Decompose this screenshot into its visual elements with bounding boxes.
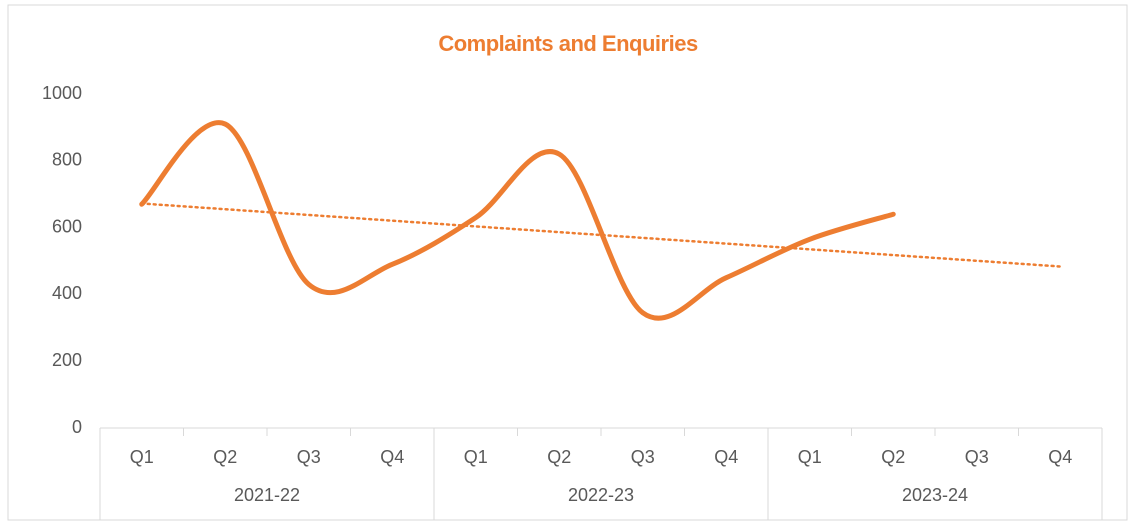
x-tick-label: Q4 <box>380 447 404 467</box>
data-line <box>139 120 896 321</box>
chart-border <box>7 4 1128 521</box>
group-label: 2022-23 <box>568 485 634 505</box>
x-tick-label: Q2 <box>213 447 237 467</box>
group-label: 2021-22 <box>234 485 300 505</box>
x-tick-label: Q1 <box>130 447 154 467</box>
x-tick-label: Q2 <box>547 447 571 467</box>
x-tick-label: Q3 <box>965 447 989 467</box>
x-tick-label: Q3 <box>631 447 655 467</box>
y-tick-label: 200 <box>52 350 82 370</box>
y-tick-label: 600 <box>52 216 82 236</box>
y-tick-label: 0 <box>72 417 82 437</box>
trendline <box>140 202 1062 268</box>
x-tick-label: Q4 <box>1048 447 1072 467</box>
x-tick-label: Q1 <box>798 447 822 467</box>
x-tick-label: Q2 <box>881 447 905 467</box>
y-tick-label: 1000 <box>42 83 82 103</box>
group-label: 2023-24 <box>902 485 968 505</box>
x-tick-label: Q4 <box>714 447 738 467</box>
y-tick-label: 800 <box>52 150 82 170</box>
y-tick-label: 400 <box>52 283 82 303</box>
x-tick-label: Q3 <box>297 447 321 467</box>
chart-title: Complaints and Enquiries <box>438 31 698 56</box>
x-tick-label: Q1 <box>464 447 488 467</box>
